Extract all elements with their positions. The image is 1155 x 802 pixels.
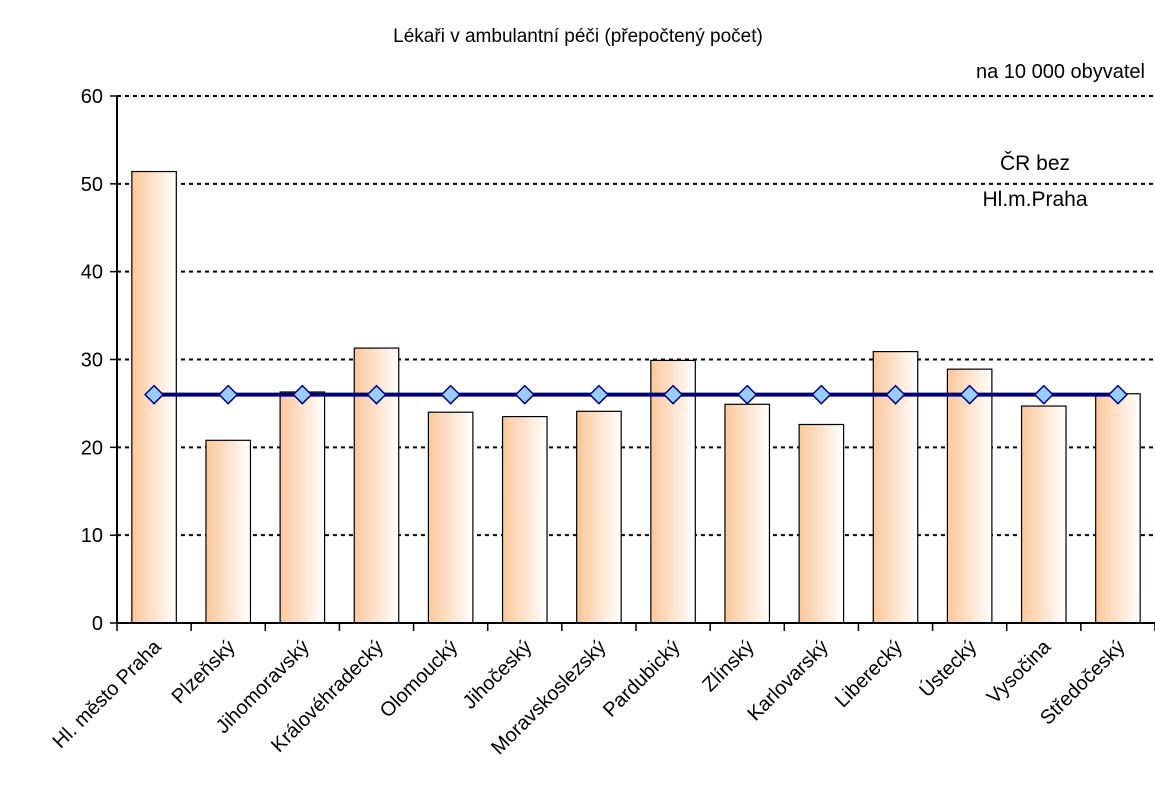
- bar: [131, 170, 177, 624]
- y-tick-label: 30: [81, 350, 103, 372]
- line-marker: [440, 384, 461, 405]
- line-marker: [1033, 384, 1054, 405]
- bar: [205, 439, 252, 624]
- x-tick-label: Ústecký: [915, 635, 982, 702]
- x-tick-label: Hl. město Praha: [49, 635, 167, 753]
- line-marker: [514, 384, 535, 405]
- bar: [650, 359, 696, 624]
- unit-label: na 10 000 obyvatel: [976, 61, 1145, 83]
- line-marker: [959, 384, 980, 405]
- x-tick-label: Pardubický: [599, 636, 685, 722]
- line-marker: [292, 384, 313, 405]
- bar: [1095, 393, 1141, 624]
- bar: [279, 391, 326, 624]
- bar: [798, 423, 845, 624]
- bar: [427, 411, 474, 624]
- line-marker: [737, 384, 758, 405]
- bar: [724, 403, 771, 624]
- line-marker: [663, 384, 684, 405]
- line-marker: [885, 384, 906, 405]
- y-tick-label: 40: [81, 262, 103, 284]
- legend-entry: ČR bez Hl.m.Praha: [982, 152, 1088, 211]
- y-tick-label: 0: [92, 613, 103, 635]
- y-tick-label: 60: [81, 86, 103, 108]
- bar: [946, 368, 993, 624]
- x-tick-label: Karlovarský: [743, 636, 832, 725]
- line-marker: [1107, 384, 1128, 405]
- chart-title: Lékaři v ambulantní péči (přepočtený poč…: [393, 26, 763, 47]
- bar: [501, 415, 548, 624]
- x-tick-label: Zlínský: [698, 636, 758, 696]
- x-tick-label: Olomoucký: [376, 636, 462, 722]
- y-tick-label: 20: [81, 437, 103, 459]
- x-tick-label: Jihočeský: [459, 636, 537, 714]
- line-marker: [588, 384, 609, 405]
- x-tick-label: Vysočina: [983, 635, 1056, 708]
- y-tick-label: 50: [81, 174, 103, 196]
- bar: [1020, 405, 1067, 624]
- line-marker: [218, 384, 239, 405]
- x-tick-label: Plzeňský: [168, 636, 240, 708]
- line-marker: [366, 384, 387, 405]
- y-tick-label: 10: [81, 525, 103, 547]
- x-tick-label: Liberecký: [831, 636, 907, 712]
- bar: [576, 410, 622, 624]
- line-marker: [811, 384, 832, 405]
- line-marker: [144, 384, 165, 405]
